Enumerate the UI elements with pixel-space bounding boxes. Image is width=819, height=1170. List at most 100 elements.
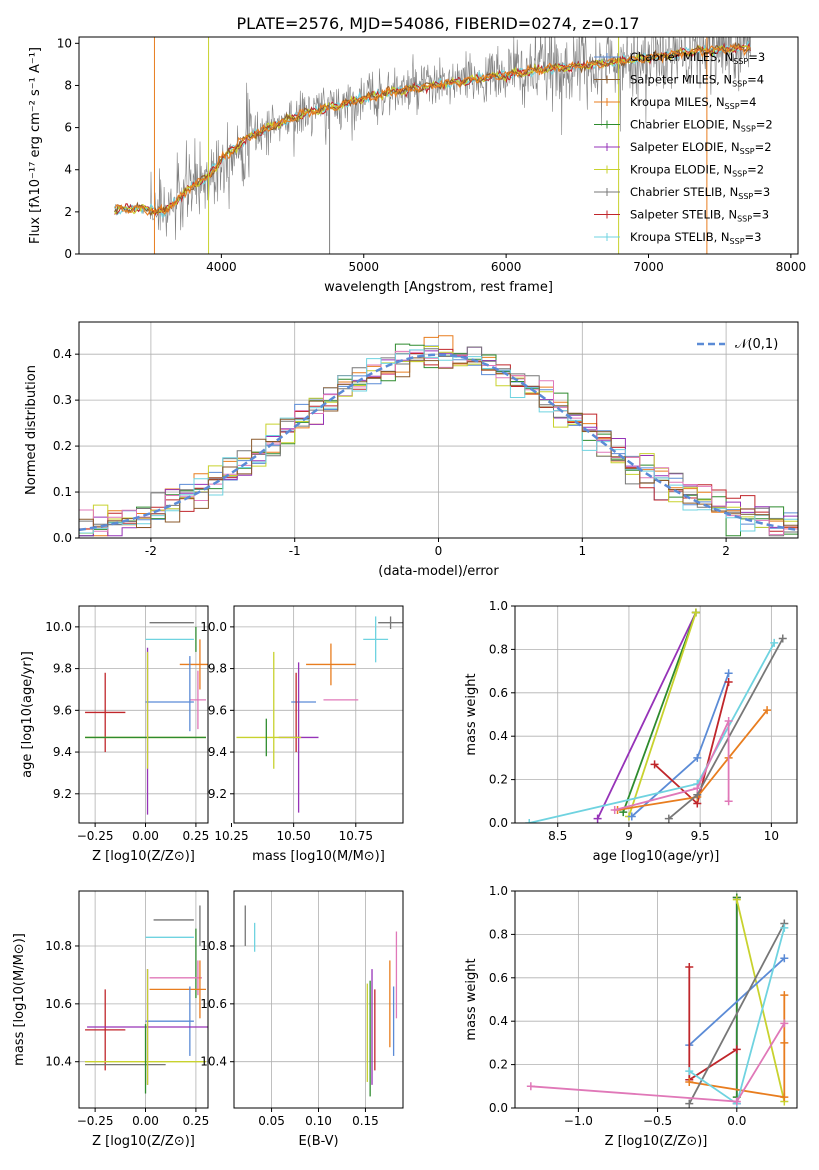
y-tick-label: 0 xyxy=(64,247,72,261)
legend-sub: SSP xyxy=(732,170,747,179)
y-axis-label: mass [log10(M/M⊙)] xyxy=(12,933,27,1066)
weight-marker xyxy=(780,991,789,1000)
legend-rest: =4 xyxy=(747,73,764,87)
weight-line xyxy=(628,612,697,817)
panel-mass_vs_Z: −0.25 0.00 0.25 10.4 10.6 10.8 Z [log10(Z/Z⊙)]… xyxy=(12,890,210,1149)
plot-area xyxy=(234,891,403,1108)
x-tick-label: 0.00 xyxy=(132,829,159,843)
weight-marker xyxy=(724,669,733,678)
y-tick-label: 10.8 xyxy=(45,939,72,953)
legend-label: Salpeter ELODIE, NSSP=2 xyxy=(630,140,772,156)
errorbar-point xyxy=(85,672,126,753)
legend-sub: SSP xyxy=(737,215,752,224)
errorbar-point xyxy=(189,670,206,730)
x-tick-label: −1.0 xyxy=(564,1114,593,1128)
y-tick-label: 6 xyxy=(64,121,72,135)
x-tick-label: 0.25 xyxy=(183,1114,210,1128)
weight-marker xyxy=(732,1045,741,1054)
legend-sub: SSP xyxy=(741,125,756,134)
normal-curve xyxy=(79,353,798,532)
y-tick-label: 10.0 xyxy=(45,620,72,634)
y-tick-label: 0.1 xyxy=(53,485,72,499)
x-tick-label: 10.75 xyxy=(339,829,373,843)
weight-line xyxy=(689,995,786,1099)
legend-rest: =2 xyxy=(755,140,772,154)
y-tick-label: 0.6 xyxy=(489,686,508,700)
panel-age_vs_Z: −0.25 0.00 0.25 9.2 9.4 9.6 9.8 10.0 Z [log10(Z/… xyxy=(20,605,210,864)
x-tick-label: 7000 xyxy=(633,260,664,274)
panel-mass_vs_ebv: 0.05 0.10 0.15 10.4 10.6 10.8 E(B-V) xyxy=(200,890,404,1149)
y-axis-label: mass weight xyxy=(464,958,479,1040)
legend-rest: =3 xyxy=(752,208,769,222)
y-tick-label: 0.3 xyxy=(53,393,72,407)
weight-marker xyxy=(693,753,702,762)
x-tick-label: 6000 xyxy=(491,260,522,274)
legend-rest: =3 xyxy=(753,185,770,199)
plot-area xyxy=(79,322,798,538)
legend-rest: =2 xyxy=(747,163,764,177)
panel-residuals: -2 -1 0 1 2 0.0 0.1 0.2 0.3 0.4 (data-model)/error… xyxy=(24,321,799,579)
y-tick-label: 9.4 xyxy=(208,745,227,759)
y-tick-label: 10.4 xyxy=(45,1055,72,1069)
legend: 𝒩(0,1) xyxy=(697,337,778,352)
x-tick-label: 0.25 xyxy=(183,829,210,843)
x-tick-label: 0.05 xyxy=(258,1114,285,1128)
y-tick-label: 0.4 xyxy=(53,347,72,361)
y-tick-label: 0.0 xyxy=(489,1101,508,1115)
weight-marker xyxy=(763,706,772,715)
y-tick-label: 0.8 xyxy=(489,927,508,941)
legend: Chabrier MILES, NSSP=3 Salpeter MILES, NS… xyxy=(594,50,773,246)
errorbar-point xyxy=(378,616,403,629)
legend-label: 𝒩(0,1) xyxy=(735,337,778,352)
legend-rest: =3 xyxy=(748,50,765,64)
weight-marker xyxy=(732,895,741,904)
x-tick-label: −0.5 xyxy=(643,1114,672,1128)
y-tick-label: 8 xyxy=(64,78,72,92)
legend-rest: =4 xyxy=(740,95,757,109)
y-tick-label: 10 xyxy=(57,36,72,50)
weight-marker xyxy=(780,923,789,932)
legend-rest: =3 xyxy=(745,230,762,244)
plot-area xyxy=(79,606,208,823)
weight-marker xyxy=(691,608,700,617)
y-axis-label: Normed distribution xyxy=(24,365,39,495)
panel-spectrum: 4000 5000 6000 7000 8000 0 2 4 6 8 10 wavelength [A… xyxy=(28,36,806,295)
weight-marker xyxy=(780,1019,789,1028)
weight-marker xyxy=(610,805,619,814)
observed-spectrum xyxy=(114,37,751,240)
y-tick-label: 0.8 xyxy=(489,642,508,656)
x-axis-label: wavelength [Angstrom, rest frame] xyxy=(324,280,553,295)
weight-marker xyxy=(685,1077,694,1086)
y-tick-label: 0.2 xyxy=(489,1058,508,1072)
plot-area xyxy=(234,606,403,823)
x-tick-label: -2 xyxy=(145,544,157,558)
y-tick-label: 0.2 xyxy=(53,439,72,453)
y-tick-label: 9.8 xyxy=(208,662,227,676)
weight-marker xyxy=(627,812,636,821)
plot-area xyxy=(114,37,751,254)
histogram-series xyxy=(79,335,798,537)
plot-area xyxy=(79,891,208,1108)
x-tick-label: 5000 xyxy=(348,260,379,274)
x-tick-label: 0 xyxy=(435,544,443,558)
y-tick-label: 0.4 xyxy=(489,1014,508,1028)
weight-marker xyxy=(593,814,602,823)
y-axis-label: Flux [fλ10⁻¹⁷ erg cm⁻² s⁻¹ A⁻¹] xyxy=(28,47,43,244)
weight-marker xyxy=(780,1038,789,1047)
legend-label: Chabrier STELIB, NSSP=3 xyxy=(630,185,770,201)
y-tick-label: 9.8 xyxy=(53,662,72,676)
plot-area xyxy=(515,891,797,1108)
panel-weight_vs_age: 8.5 9 9.5 10 0.0 0.2 0.4 0.6 0.8 1.0 age [log10(ag… xyxy=(464,599,798,864)
x-tick-label: 10.25 xyxy=(214,829,248,843)
y-tick-label: 9.2 xyxy=(208,787,227,801)
y-tick-label: 0.6 xyxy=(489,971,508,985)
axes-frame xyxy=(514,890,798,1109)
weight-marker xyxy=(664,814,673,823)
legend-label: Kroupa ELODIE, NSSP=2 xyxy=(630,163,764,179)
y-tick-label: 1.0 xyxy=(489,884,508,898)
x-tick-label: 0.15 xyxy=(352,1114,379,1128)
x-tick-label: 9 xyxy=(625,829,633,843)
histogram-series xyxy=(79,349,798,534)
axes-frame xyxy=(514,605,798,824)
